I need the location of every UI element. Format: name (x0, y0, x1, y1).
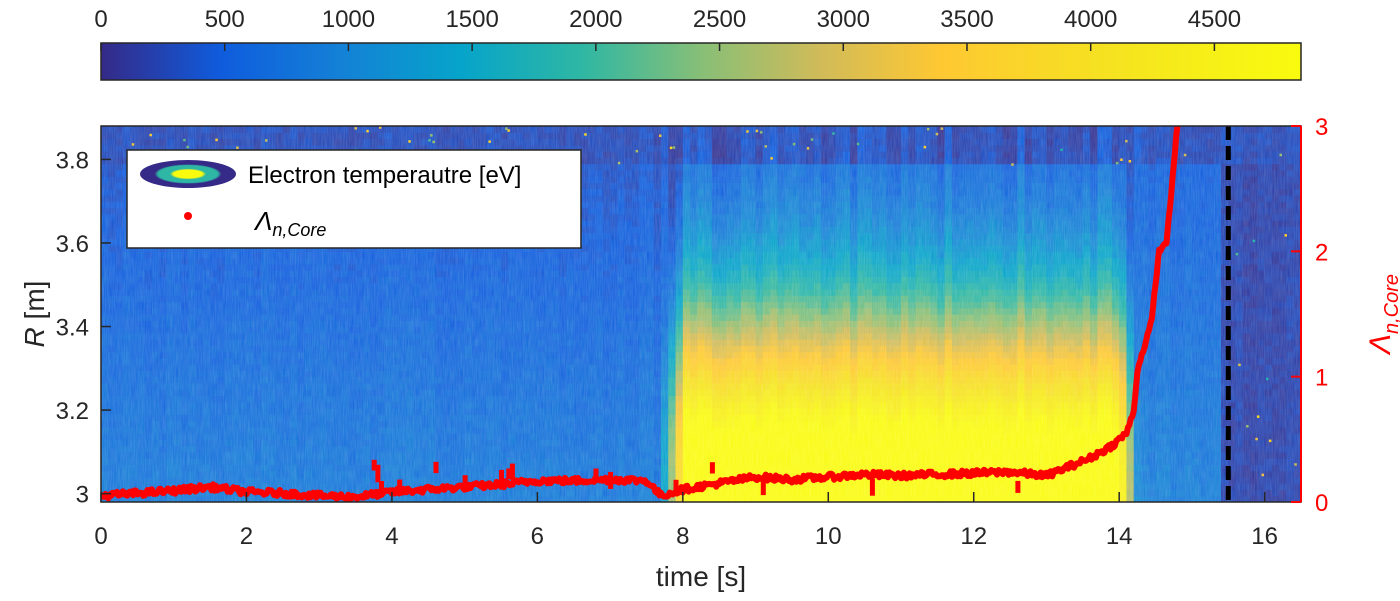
colorbar: 0 500 1000 1500 2000 2500 3000 3500 4000 4500 (94, 6, 1302, 81)
colorbar-gradient (100, 42, 1302, 81)
colorbar-tick-label: 1500 (445, 6, 498, 33)
colorbar-tick-label: 3500 (940, 6, 993, 33)
colorbar-tick-label: 1000 (322, 6, 375, 33)
colorbar-tick-label: 2000 (569, 6, 622, 33)
colorbar-tick-label: 0 (94, 6, 107, 33)
colorbar-tick-label: 2500 (693, 6, 746, 33)
colorbar-tick-label: 3000 (817, 6, 870, 33)
colorbar-ticks: 0 500 1000 1500 2000 2500 3000 3500 4000 4500 (94, 6, 1241, 51)
colorbar-tick-label: 4500 (1188, 6, 1241, 33)
colorbar-tick-label: 4000 (1064, 6, 1117, 33)
colorbar-tick-label: 500 (205, 6, 245, 33)
